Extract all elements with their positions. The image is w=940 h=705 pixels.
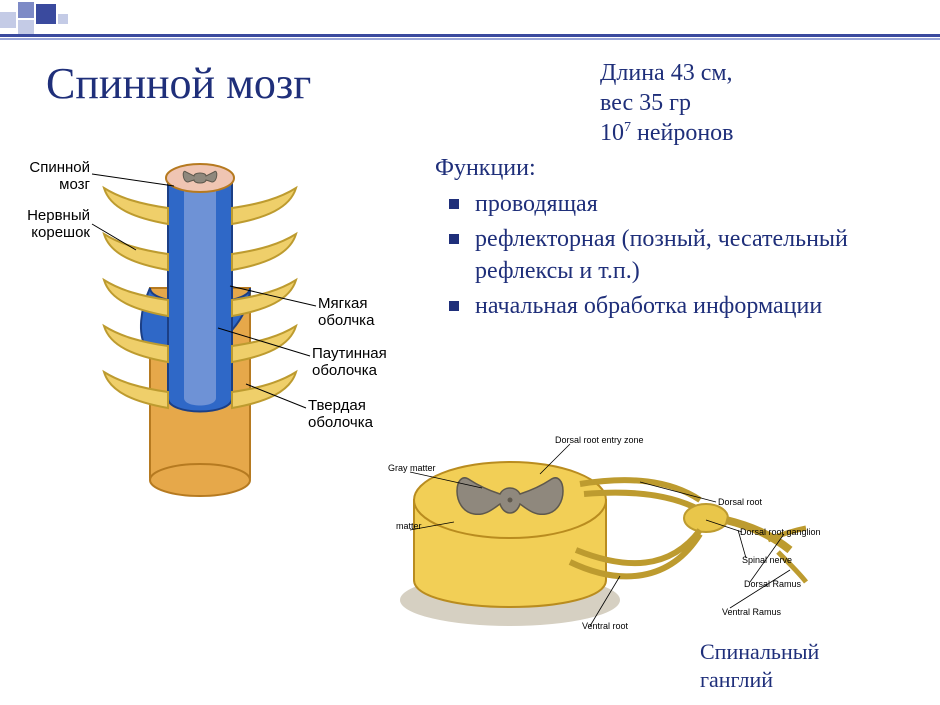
cross-label: Dorsal root entry zone: [555, 436, 644, 446]
label-dura-mater: Твердаяоболочка: [308, 398, 373, 431]
label-arachnoid: Паутиннаяоболочка: [312, 346, 387, 379]
cross-label: Spinal nerve: [742, 556, 792, 566]
ganglion-caption: Спинальныйганглий: [700, 638, 819, 693]
cross-label: Dorsal Ramus: [744, 580, 801, 590]
cross-label: Ventral root: [582, 622, 628, 632]
label-spinal-cord: Спинноймозг: [18, 160, 90, 193]
label-nerve-root: Нервныйкорешок: [18, 208, 90, 241]
cross-label: matter: [396, 522, 422, 532]
label-pia-mater: Мягкаяоболчка: [318, 296, 374, 329]
cross-label: Dorsal root ganglion: [740, 528, 821, 538]
cross-label: Gray matter: [388, 464, 436, 474]
cross-label: Dorsal root: [718, 498, 762, 508]
cross-label: Ventral Ramus: [722, 608, 781, 618]
